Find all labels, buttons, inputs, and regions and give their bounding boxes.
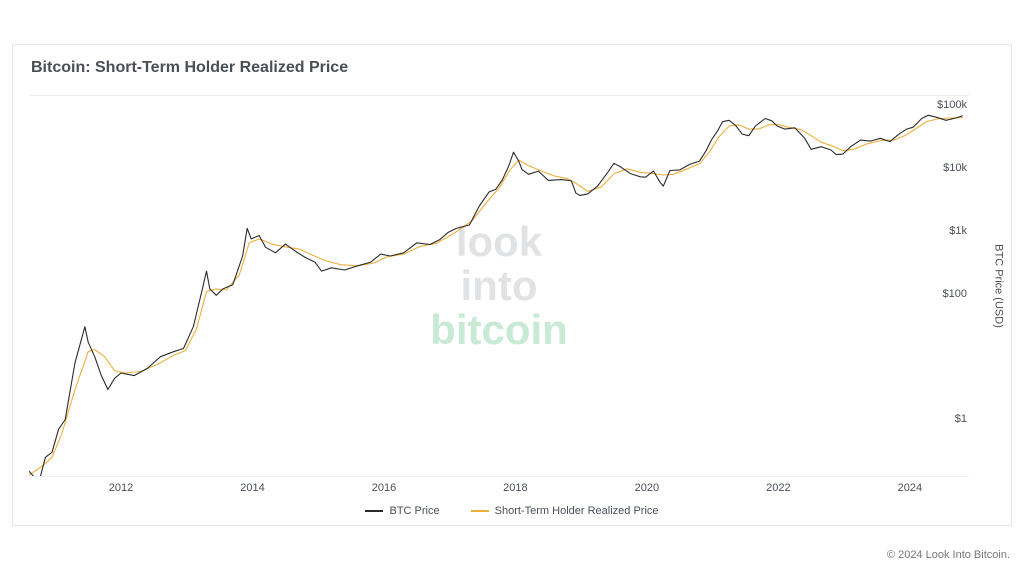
legend-label-btc: BTC Price — [389, 505, 439, 517]
legend-item-sth: Short-Term Holder Realized Price — [471, 505, 659, 517]
y-tick: $1k — [949, 225, 967, 237]
x-tick: 2018 — [503, 482, 527, 494]
chart-card: Bitcoin: Short-Term Holder Realized Pric… — [12, 44, 1012, 526]
y-tick: $10k — [943, 162, 967, 174]
legend-label-sth: Short-Term Holder Realized Price — [495, 505, 659, 517]
x-tick: 2024 — [898, 482, 922, 494]
chart-legend: BTC Price Short-Term Holder Realized Pri… — [13, 503, 1011, 517]
legend-swatch-btc — [365, 510, 383, 512]
y-tick: $100k — [937, 99, 967, 111]
x-tick: 2022 — [766, 482, 790, 494]
copyright-notice: © 2024 Look Into Bitcoin. — [887, 549, 1010, 561]
y-tick: $1 — [955, 413, 967, 425]
chart-title: Bitcoin: Short-Term Holder Realized Pric… — [13, 45, 1011, 87]
y-tick: $100 — [943, 288, 967, 300]
x-tick: 2012 — [109, 482, 133, 494]
plot-area: look into bitcoin BTC Price (USD) $1$100… — [29, 95, 969, 477]
chart-svg — [29, 96, 969, 476]
legend-swatch-sth — [471, 510, 489, 512]
x-tick: 2016 — [372, 482, 396, 494]
y-axis-label: BTC Price (USD) — [993, 244, 1005, 328]
legend-item-btc: BTC Price — [365, 505, 439, 517]
x-tick: 2014 — [240, 482, 264, 494]
x-tick: 2020 — [635, 482, 659, 494]
